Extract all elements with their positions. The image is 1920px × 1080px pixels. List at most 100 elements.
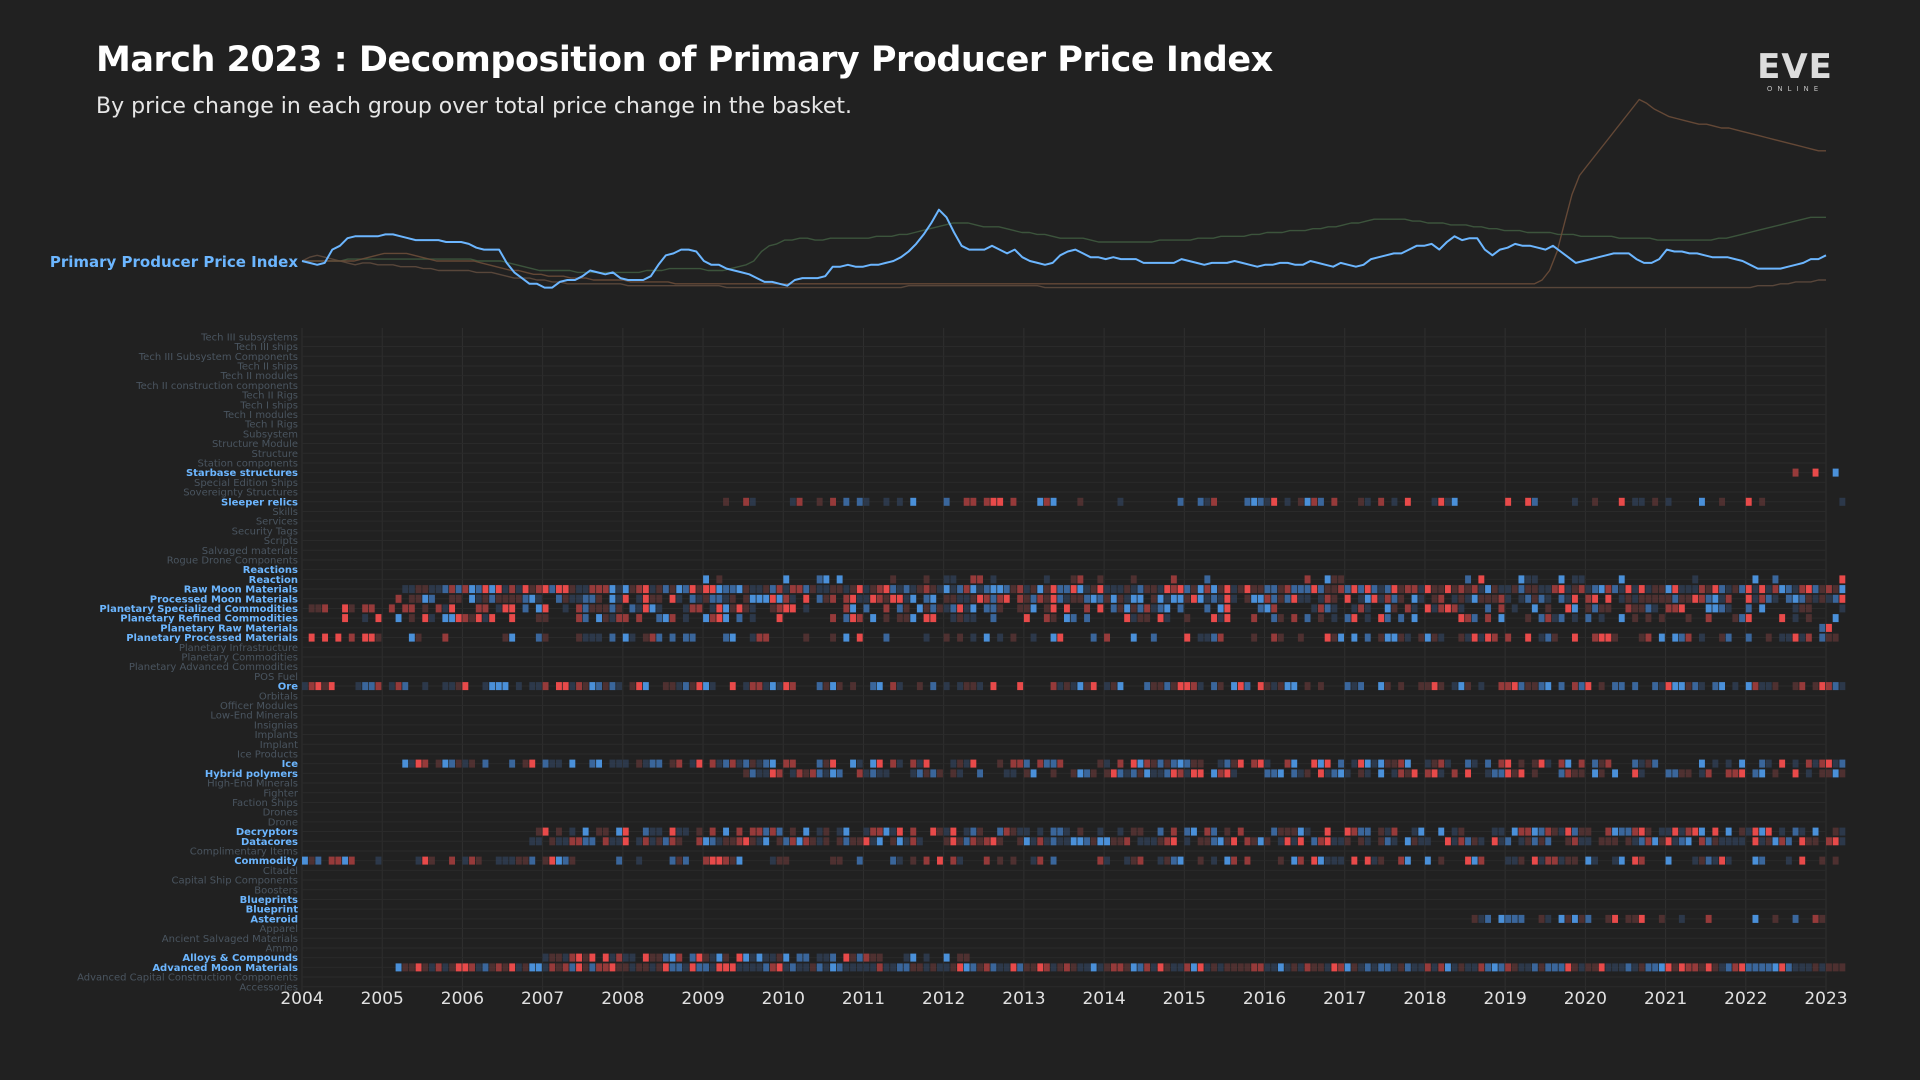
- heatmap-cell: [843, 594, 850, 603]
- heatmap-cell: [1692, 856, 1699, 865]
- heatmap-cell: [669, 759, 676, 768]
- heatmap-cell: [1358, 837, 1364, 846]
- heatmap-cell: [1826, 769, 1832, 778]
- heatmap-cell: [1605, 633, 1612, 642]
- heatmap-cell: [789, 682, 796, 691]
- heatmap-cell: [576, 953, 582, 962]
- heatmap-cell: [823, 585, 830, 594]
- heatmap-cell: [1404, 604, 1411, 613]
- heatmap-cell: [1177, 759, 1184, 768]
- heatmap-cell: [1578, 682, 1585, 691]
- heatmap-cell: [1351, 856, 1358, 865]
- heatmap-cell: [983, 594, 990, 603]
- heatmap-cell: [1719, 633, 1725, 642]
- heatmap-cell: [977, 585, 983, 594]
- heatmap-cell: [308, 682, 315, 691]
- heatmap-cell: [308, 856, 315, 865]
- heatmap-cell: [1010, 827, 1017, 836]
- heatmap-cell: [1739, 769, 1745, 778]
- heatmap-cell: [1839, 682, 1846, 691]
- heatmap-cell: [1257, 682, 1264, 691]
- heatmap-cell: [1117, 837, 1124, 846]
- heatmap-cell: [1251, 594, 1258, 603]
- heatmap-cell: [1752, 769, 1759, 778]
- heatmap-cell: [1157, 594, 1164, 603]
- heatmap-cell: [1585, 827, 1592, 836]
- heatmap-cell: [589, 604, 596, 613]
- heatmap-cell: [843, 837, 850, 846]
- heatmap-cell: [1558, 682, 1565, 691]
- heatmap-cell: [943, 497, 950, 506]
- heatmap-cell: [803, 633, 810, 642]
- heatmap-cell: [1384, 633, 1391, 642]
- heatmap-cell: [1277, 682, 1284, 691]
- heatmap-cell: [1150, 585, 1157, 594]
- row-label: Tech III subsystems: [200, 332, 298, 343]
- heatmap-cell: [395, 614, 402, 623]
- heatmap-cell: [1404, 963, 1411, 972]
- heatmap-cell: [903, 837, 910, 846]
- heatmap-cell: [1752, 575, 1759, 584]
- heatmap-cell: [1157, 837, 1164, 846]
- heatmap-cell: [1678, 914, 1685, 923]
- heatmap-cell: [462, 585, 469, 594]
- heatmap-cell: [1291, 769, 1298, 778]
- row-label: Security Tags: [232, 526, 298, 537]
- heatmap-cell: [1585, 837, 1592, 846]
- heatmap-cell: [1344, 837, 1351, 846]
- heatmap-cell: [1284, 837, 1291, 846]
- heatmap-cell: [1391, 633, 1398, 642]
- heatmap-cell: [689, 963, 696, 972]
- heatmap-cell: [515, 963, 522, 972]
- heatmap-cell: [1358, 682, 1364, 691]
- heatmap-cell: [596, 594, 602, 603]
- heatmap-cell: [950, 575, 957, 584]
- heatmap-cell: [308, 604, 315, 613]
- heatmap-cell: [1384, 594, 1391, 603]
- heatmap-cell: [1518, 856, 1525, 865]
- heatmap-cell: [1705, 594, 1712, 603]
- heatmap-cell: [1839, 594, 1846, 603]
- heatmap-cell: [1351, 585, 1358, 594]
- heatmap-cell: [1505, 682, 1512, 691]
- heatmap-cell: [930, 604, 937, 613]
- heatmap-cell: [830, 856, 836, 865]
- heatmap-cell: [1458, 633, 1465, 642]
- heatmap-cell: [1010, 769, 1017, 778]
- heatmap-cell: [1471, 633, 1478, 642]
- heatmap-cell: [1485, 604, 1491, 613]
- heatmap-cell: [729, 594, 736, 603]
- heatmap-cell: [1010, 633, 1017, 642]
- heatmap-cell: [342, 856, 348, 865]
- heatmap-cell: [1431, 604, 1438, 613]
- heatmap-cell: [1712, 682, 1719, 691]
- heatmap-cell: [1070, 769, 1077, 778]
- heatmap-cell: [1090, 585, 1097, 594]
- heatmap-cell: [1805, 585, 1812, 594]
- heatmap-cell: [576, 585, 582, 594]
- heatmap-cell: [1318, 759, 1324, 768]
- heatmap-cell: [1638, 759, 1645, 768]
- heatmap-cell: [883, 604, 890, 613]
- heatmap-cell: [1699, 837, 1705, 846]
- heatmap-cell: [1291, 963, 1298, 972]
- heatmap-cell: [535, 682, 542, 691]
- heatmap-cell: [1658, 827, 1665, 836]
- heatmap-cell: [395, 682, 402, 691]
- heatmap-cell: [1124, 604, 1131, 613]
- heatmap-cell: [469, 963, 475, 972]
- heatmap-cell: [997, 837, 1004, 846]
- heatmap-cell: [1311, 585, 1318, 594]
- heatmap-cell: [1284, 759, 1291, 768]
- heatmap-cell: [823, 575, 830, 584]
- heatmap-cell: [1572, 769, 1578, 778]
- heatmap-cell: [1291, 682, 1298, 691]
- heatmap-cell: [676, 594, 683, 603]
- heatmap-cell: [1572, 682, 1578, 691]
- heatmap-cell: [1625, 827, 1632, 836]
- heatmap-cell: [977, 963, 983, 972]
- heatmap-cell: [1819, 585, 1826, 594]
- heatmap-cell: [769, 963, 776, 972]
- heatmap-cell: [622, 963, 629, 972]
- heatmap-cell: [1170, 585, 1177, 594]
